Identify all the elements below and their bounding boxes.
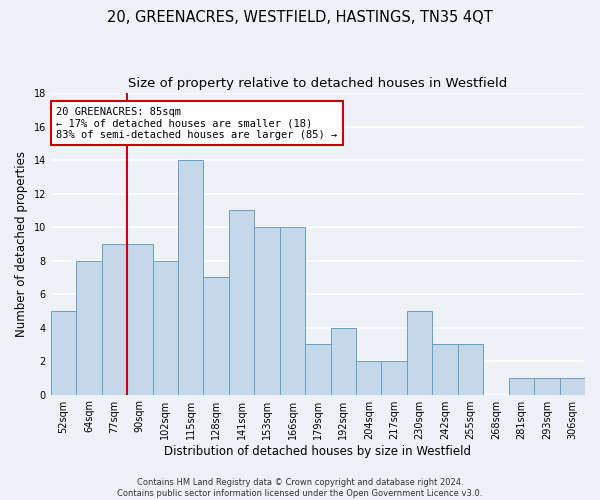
- Bar: [229, 210, 254, 394]
- Bar: [254, 227, 280, 394]
- Bar: [509, 378, 534, 394]
- Bar: [331, 328, 356, 394]
- Bar: [407, 311, 433, 394]
- Bar: [152, 260, 178, 394]
- Bar: [127, 244, 152, 394]
- Bar: [203, 278, 229, 394]
- Bar: [382, 361, 407, 394]
- Bar: [51, 311, 76, 394]
- Text: 20 GREENACRES: 85sqm
← 17% of detached houses are smaller (18)
83% of semi-detac: 20 GREENACRES: 85sqm ← 17% of detached h…: [56, 106, 337, 140]
- Bar: [356, 361, 382, 394]
- Y-axis label: Number of detached properties: Number of detached properties: [15, 151, 28, 337]
- Bar: [101, 244, 127, 394]
- X-axis label: Distribution of detached houses by size in Westfield: Distribution of detached houses by size …: [164, 444, 472, 458]
- Text: 20, GREENACRES, WESTFIELD, HASTINGS, TN35 4QT: 20, GREENACRES, WESTFIELD, HASTINGS, TN3…: [107, 10, 493, 25]
- Title: Size of property relative to detached houses in Westfield: Size of property relative to detached ho…: [128, 78, 508, 90]
- Text: Contains HM Land Registry data © Crown copyright and database right 2024.
Contai: Contains HM Land Registry data © Crown c…: [118, 478, 482, 498]
- Bar: [534, 378, 560, 394]
- Bar: [560, 378, 585, 394]
- Bar: [458, 344, 483, 395]
- Bar: [280, 227, 305, 394]
- Bar: [305, 344, 331, 395]
- Bar: [433, 344, 458, 395]
- Bar: [76, 260, 101, 394]
- Bar: [178, 160, 203, 394]
